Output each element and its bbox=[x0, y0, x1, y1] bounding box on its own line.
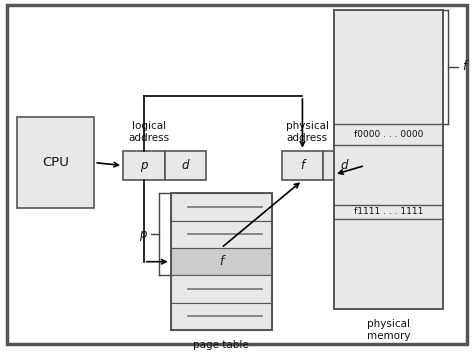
Text: CPU: CPU bbox=[42, 156, 69, 169]
Bar bbox=[171, 248, 272, 275]
Bar bbox=[123, 151, 164, 181]
Bar bbox=[171, 303, 272, 330]
Bar bbox=[171, 221, 272, 248]
Text: d: d bbox=[340, 159, 348, 172]
Text: f: f bbox=[462, 60, 466, 73]
Text: f: f bbox=[301, 159, 304, 172]
Text: logical
address: logical address bbox=[128, 121, 169, 143]
Bar bbox=[17, 117, 94, 208]
Bar bbox=[164, 151, 206, 181]
Text: f: f bbox=[219, 255, 223, 268]
Bar bbox=[334, 10, 443, 309]
Bar bbox=[323, 151, 365, 181]
Text: f0000 . . . 0000: f0000 . . . 0000 bbox=[354, 130, 423, 139]
Text: physical
address: physical address bbox=[286, 121, 329, 143]
Bar bbox=[282, 151, 323, 181]
Text: physical
memory: physical memory bbox=[367, 319, 410, 341]
Bar bbox=[171, 193, 272, 330]
Text: d: d bbox=[182, 159, 189, 172]
Text: p: p bbox=[140, 159, 147, 172]
Bar bbox=[171, 275, 272, 303]
Bar bbox=[171, 193, 272, 221]
Text: f1111 . . . 1111: f1111 . . . 1111 bbox=[354, 207, 423, 216]
Text: page table: page table bbox=[193, 340, 249, 350]
Text: p: p bbox=[139, 228, 147, 241]
